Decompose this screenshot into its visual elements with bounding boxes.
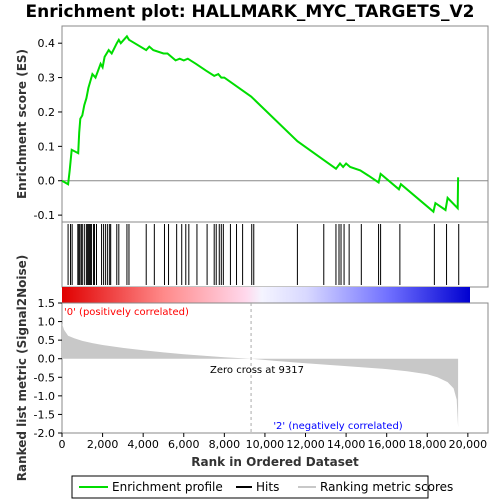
chart-title: Enrichment plot: HALLMARK_MYC_TARGETS_V2 [26, 2, 475, 22]
metric-y-axis-label: Ranked list metric (Signal2Noise) [15, 255, 29, 482]
rank-gradient [62, 287, 470, 303]
x-tick-label: 2,000 [87, 438, 119, 451]
es-y-axis: -0.1 0.0 0.1 0.2 0.3 0.4 [34, 37, 62, 222]
metric-x-axis: 0 2,000 4,000 6,000 8,000 10,000 12,000 14,000 1… [59, 433, 488, 451]
hits-panel-frame [61, 221, 489, 288]
x-tick-label: 4,000 [127, 438, 159, 451]
legend-hits-label: Hits [256, 480, 279, 494]
x-tick-label: 0 [59, 438, 66, 451]
x-tick-label: 14,000 [327, 438, 366, 451]
metric-y-tick-label: -2.0 [34, 427, 55, 440]
es-y-axis-label: Enrichment score (ES) [15, 49, 29, 199]
es-y-tick-label: 0.4 [38, 37, 56, 50]
zero-cross-label: Zero cross at 9317 [210, 365, 304, 376]
rank-color-bar [62, 287, 470, 303]
x-tick-label: 20,000 [449, 438, 488, 451]
es-panel-frame [61, 25, 489, 223]
es-y-tick-label: 0.3 [38, 72, 56, 85]
es-y-tick-label: -0.1 [34, 209, 55, 222]
hit-marks [67, 224, 460, 285]
enrichment-profile-line [61, 34, 460, 214]
positive-correlation-label: '0' (positively correlated) [64, 307, 189, 318]
x-tick-label: 10,000 [246, 438, 285, 451]
metric-y-tick-label: -1.0 [34, 390, 55, 403]
metric-y-tick-label: 0.5 [38, 334, 56, 347]
legend: Enrichment profile Hits Ranking metric s… [71, 475, 453, 499]
es-panel: -0.1 0.0 0.1 0.2 0.3 0.4 Enrichment score (ES… [15, 25, 489, 223]
negative-correlation-label: '2' (negatively correlated) [273, 421, 402, 432]
metric-y-tick-label: -1.5 [34, 408, 55, 421]
es-y-tick-label: 0.1 [38, 140, 56, 153]
metric-y-tick-label: 0.0 [38, 353, 56, 366]
es-y-tick-label: 0.0 [38, 175, 56, 188]
legend-profile-label: Enrichment profile [112, 480, 223, 494]
x-tick-label: 8,000 [209, 438, 241, 451]
metric-y-axis: -2.0 -1.5 -1.0 -0.5 0.0 0.5 1.0 1.5 [34, 297, 62, 440]
x-tick-label: 12,000 [286, 438, 325, 451]
es-y-tick-label: 0.2 [38, 106, 56, 119]
x-tick-label: 6,000 [168, 438, 200, 451]
metric-y-tick-label: 1.0 [38, 316, 56, 329]
metric-y-tick-label: 1.5 [38, 297, 56, 310]
x-tick-label: 16,000 [367, 438, 406, 451]
legend-metric-label: Ranking metric scores [320, 480, 453, 494]
metric-y-tick-label: -0.5 [34, 371, 55, 384]
x-tick-label: 18,000 [408, 438, 447, 451]
hits-panel [61, 221, 489, 288]
x-axis-label: Rank in Ordered Dataset [191, 455, 359, 469]
metric-panel: -2.0 -1.5 -1.0 -0.5 0.0 0.5 1.0 1.5 0 2,000 4,000… [15, 255, 489, 482]
